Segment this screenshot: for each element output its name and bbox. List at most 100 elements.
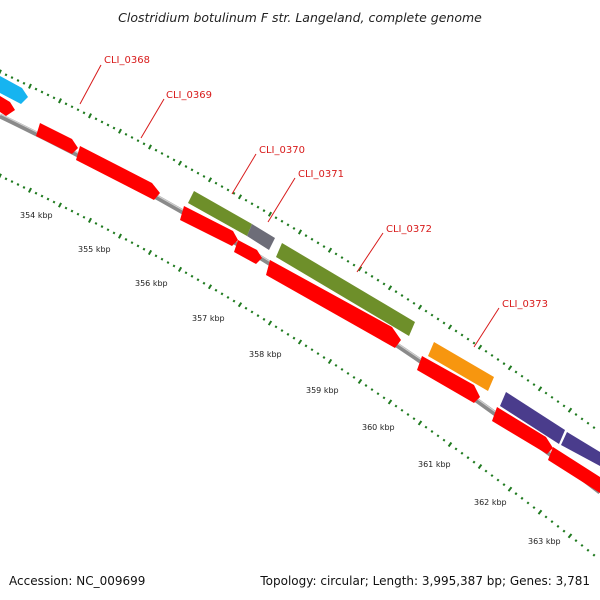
minor-tick (250, 202, 254, 206)
minor-tick (136, 139, 140, 143)
minor-tick (160, 152, 164, 155)
minor-tick (514, 492, 518, 496)
minor-tick (190, 168, 194, 172)
minor-tick (280, 329, 284, 333)
minor-tick (244, 306, 248, 310)
minor-tick (334, 252, 338, 256)
minor-tick (436, 434, 440, 438)
minor-tick (364, 384, 368, 387)
minor-tick (214, 288, 218, 292)
major-tick (387, 399, 393, 405)
major-tick (58, 98, 62, 104)
major-tick (507, 365, 513, 371)
kbp-label: 357 kbp (192, 314, 225, 323)
minor-tick (550, 395, 554, 399)
major-tick (477, 344, 483, 350)
minor-tick (154, 254, 158, 258)
minor-tick (112, 126, 116, 130)
red-cds-feature (492, 407, 553, 454)
gene-label: CLI_0369 (166, 90, 212, 101)
minor-tick (520, 496, 524, 500)
minor-tick (4, 73, 8, 77)
minor-tick (532, 383, 536, 387)
minor-tick (466, 337, 470, 341)
minor-tick (352, 263, 356, 267)
minor-tick (454, 447, 458, 451)
kbp-label: 359 kbp (306, 386, 339, 395)
red-cds-feature (0, 96, 15, 116)
minor-tick (130, 241, 134, 245)
kbp-ruler (0, 173, 596, 557)
minor-tick (340, 256, 344, 260)
gene-leader-lines (79, 64, 500, 348)
minor-tick (550, 520, 554, 524)
minor-tick (232, 191, 236, 195)
minor-tick (100, 225, 104, 229)
minor-tick (556, 400, 560, 404)
minor-tick (316, 241, 320, 245)
minor-tick (376, 278, 380, 282)
minor-tick (52, 96, 56, 100)
minor-tick (52, 200, 56, 204)
leader-line (140, 98, 165, 139)
major-tick (267, 320, 273, 326)
minor-tick (304, 234, 308, 238)
minor-tick (184, 165, 188, 168)
minor-tick (106, 228, 110, 232)
minor-tick (4, 177, 8, 181)
major-tick (297, 339, 303, 345)
minor-tick (244, 198, 248, 202)
minor-tick (256, 205, 260, 209)
colored-gene-track (0, 76, 600, 466)
major-tick (207, 177, 213, 183)
red-cds-feature (266, 260, 401, 348)
major-tick (447, 324, 453, 330)
minor-tick (124, 237, 128, 241)
minor-tick (310, 348, 314, 352)
minor-tick (334, 363, 338, 367)
minor-tick (562, 529, 566, 533)
major-tick (207, 284, 213, 290)
minor-tick (430, 430, 434, 433)
red-cds-feature (548, 447, 600, 493)
minor-tick (484, 469, 488, 473)
red-cds-feature (36, 123, 78, 154)
kbp-label: 354 kbp (20, 211, 53, 220)
minor-tick (412, 301, 416, 305)
major-tick (0, 69, 2, 75)
major-tick (477, 464, 483, 470)
minor-tick (322, 245, 326, 249)
minor-tick (370, 274, 374, 278)
minor-tick (82, 111, 86, 115)
leader-line (79, 64, 102, 105)
minor-tick (100, 120, 104, 124)
minor-tick (502, 362, 506, 366)
minor-tick (286, 223, 290, 227)
minor-tick (412, 417, 416, 421)
minor-tick (454, 329, 458, 333)
minor-tick (10, 76, 14, 80)
orange-gene-cli-0373 (428, 342, 494, 391)
minor-tick (70, 105, 74, 109)
minor-tick (250, 310, 254, 314)
accession-text: Accession: NC_009699 (9, 574, 146, 588)
minor-tick (82, 215, 86, 219)
minor-tick (262, 317, 266, 321)
minor-tick (364, 271, 368, 275)
red-cds-feature (76, 146, 160, 200)
major-tick (148, 144, 152, 150)
minor-tick (46, 93, 50, 97)
minor-tick (202, 281, 206, 285)
major-tick (567, 407, 573, 413)
kbp-labels: 354 kbp 355 kbp 356 kbp 357 kbp 358 kbp … (20, 211, 561, 546)
gene-label: CLI_0368 (104, 55, 150, 66)
minor-tick (34, 191, 38, 195)
purple-gene (561, 432, 600, 466)
major-tick (447, 441, 453, 448)
minor-tick (16, 79, 20, 82)
grey-gene-cli-0371 (247, 224, 275, 250)
kbp-label: 360 kbp (362, 423, 395, 432)
major-tick (88, 113, 92, 119)
minor-tick (352, 375, 356, 379)
